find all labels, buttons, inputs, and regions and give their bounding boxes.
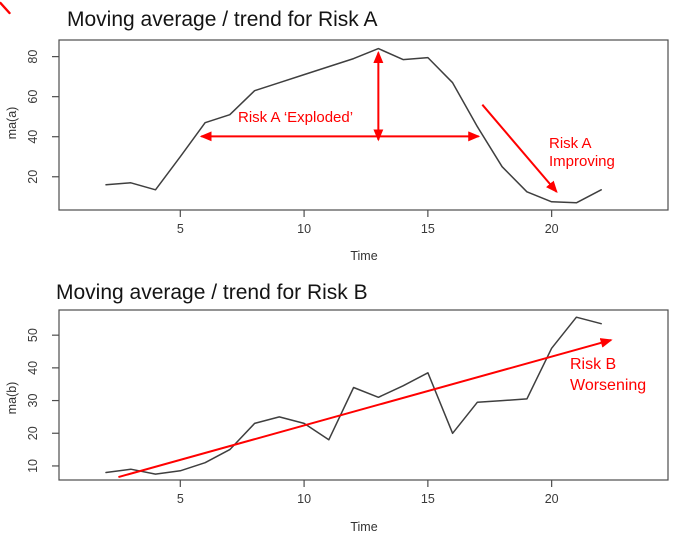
x-tick-label: 15 bbox=[421, 492, 435, 506]
x-tick-label: 20 bbox=[545, 492, 559, 506]
x-tick-label: 10 bbox=[297, 492, 311, 506]
x-tick-label: 5 bbox=[177, 492, 184, 506]
annotation-risk-b-worsening: Risk B Worsening bbox=[570, 356, 647, 394]
plot-border bbox=[58, 309, 669, 481]
chart-b-plot: 5 10 15 20 10 20 30 40 50 bbox=[26, 309, 669, 506]
annotation-arrow bbox=[118, 338, 613, 479]
y-tick-label: 20 bbox=[26, 170, 40, 184]
x-tick-label: 5 bbox=[177, 222, 184, 236]
y-tick-label: 40 bbox=[26, 130, 40, 144]
y-tick-label: 10 bbox=[26, 459, 40, 473]
x-tick-label: 15 bbox=[421, 222, 435, 236]
chart-b-title: Moving average / trend for Risk B bbox=[56, 281, 368, 304]
chart-b-ylabel: ma(b) bbox=[5, 381, 19, 415]
annotation-risk-a-exploded: Risk A ‘Exploded’ bbox=[238, 109, 354, 126]
corner-pen-mark-stroke bbox=[0, 1, 11, 15]
series-line-ma-b bbox=[105, 316, 602, 475]
series-line-ma-a bbox=[105, 47, 602, 204]
plot-border bbox=[58, 39, 669, 211]
y-tick-label: 80 bbox=[26, 50, 40, 64]
y-tick-label: 40 bbox=[26, 361, 40, 375]
chart-b-xlabel: Time bbox=[350, 520, 378, 534]
y-tick-label: 60 bbox=[26, 90, 40, 104]
chart-a-plot: 5 10 15 20 20 40 60 80 bbox=[26, 39, 669, 236]
y-tick-label: 30 bbox=[26, 394, 40, 408]
chart-a-title: Moving average / trend for Risk A bbox=[67, 8, 378, 31]
corner-pen-mark bbox=[0, 1, 11, 15]
annotation-risk-a-improving: Risk A Improving bbox=[549, 135, 615, 170]
chart-a-ylabel: ma(a) bbox=[5, 106, 19, 140]
x-tick-label: 20 bbox=[545, 222, 559, 236]
annotation-arrow bbox=[481, 104, 558, 193]
y-tick-label: 50 bbox=[26, 328, 40, 342]
x-tick-label: 10 bbox=[297, 222, 311, 236]
y-tick-label: 20 bbox=[26, 426, 40, 440]
chart-a-xlabel: Time bbox=[350, 249, 378, 263]
